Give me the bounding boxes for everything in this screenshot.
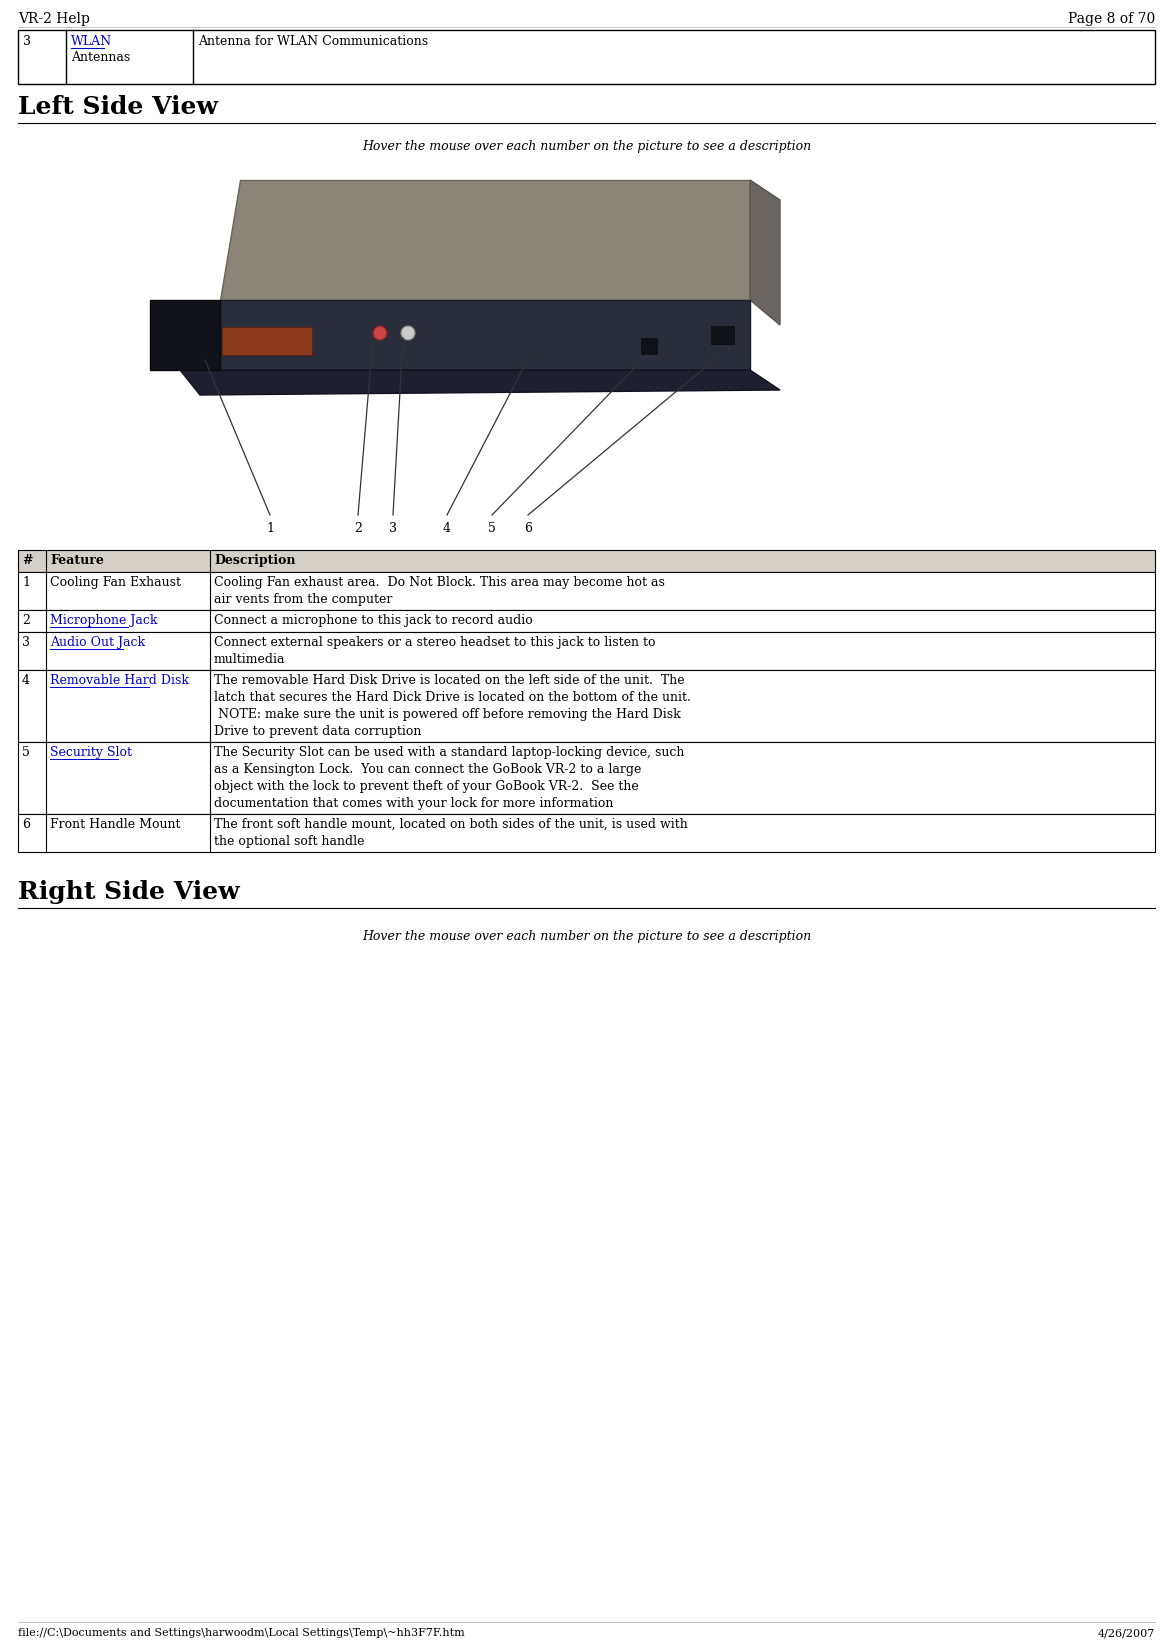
Bar [18,549,1155,572]
Text: The front soft handle mount, located on both sides of the unit, is used with
the: The front soft handle mount, located on … [214,818,687,849]
Polygon shape [180,370,780,395]
Text: Hover the mouse over each number on the picture to see a description: Hover the mouse over each number on the … [362,140,812,153]
Text: 2: 2 [354,521,362,535]
Bar [222,327,311,355]
Text: Antennas: Antennas [71,51,130,64]
Bar [710,326,735,345]
Text: 5: 5 [488,521,497,535]
Text: 3: 3 [23,35,30,48]
Circle shape [374,326,386,341]
Text: Security Slot: Security Slot [50,745,132,758]
Text: 5: 5 [22,745,30,758]
Bar [18,572,1155,610]
Text: VR-2 Help: VR-2 Help [18,12,90,26]
Text: 1: 1 [266,521,274,535]
Circle shape [400,326,415,341]
Text: Audio Out Jack: Audio Out Jack [50,637,145,650]
Text: 2: 2 [22,614,30,627]
Text: Removable Hard Disk: Removable Hard Disk [50,674,189,688]
Text: Connect a microphone to this jack to record audio: Connect a microphone to this jack to rec… [214,614,533,627]
Polygon shape [220,179,749,299]
Text: Hover the mouse over each number on the picture to see a description: Hover the mouse over each number on the … [362,929,812,943]
Text: Page 8 of 70: Page 8 of 70 [1068,12,1155,26]
Polygon shape [150,299,220,370]
Bar [18,30,1155,84]
Text: 1: 1 [22,576,30,589]
Text: Left Side View: Left Side View [18,95,218,118]
Text: 3: 3 [389,521,397,535]
Text: Cooling Fan Exhaust: Cooling Fan Exhaust [50,576,182,589]
Text: 4/26/2007: 4/26/2007 [1097,1629,1155,1638]
Text: Cooling Fan exhaust area.  Do Not Block. This area may become hot as
air vents f: Cooling Fan exhaust area. Do Not Block. … [214,576,665,605]
Bar [18,814,1155,852]
Text: Antenna for WLAN Communications: Antenna for WLAN Communications [198,35,429,48]
Text: 4: 4 [443,521,451,535]
Text: The Security Slot can be used with a standard laptop-locking device, such
as a K: The Security Slot can be used with a sta… [214,745,684,809]
Text: WLAN: WLAN [71,35,112,48]
Text: Description: Description [214,554,295,568]
Text: 6: 6 [523,521,532,535]
Text: Front Handle Mount: Front Handle Mount [50,818,180,831]
Bar [18,632,1155,670]
Text: Microphone Jack: Microphone Jack [50,614,158,627]
Polygon shape [749,179,780,326]
Bar [18,742,1155,814]
Bar [18,610,1155,632]
Text: 4: 4 [22,674,30,688]
Text: file://C:\Documents and Settings\harwoodm\Local Settings\Temp\~hh3F7F.htm: file://C:\Documents and Settings\harwood… [18,1629,465,1638]
Text: Feature: Feature [50,554,104,568]
Bar [641,337,658,355]
Text: #: # [22,554,33,568]
Bar [18,670,1155,742]
Text: Connect external speakers or a stereo headset to this jack to listen to
multimed: Connect external speakers or a stereo he… [214,637,656,666]
Text: 3: 3 [22,637,30,650]
Polygon shape [220,299,749,370]
Text: 6: 6 [22,818,30,831]
Text: Right Side View: Right Side View [18,880,240,905]
Text: The removable Hard Disk Drive is located on the left side of the unit.  The
latc: The removable Hard Disk Drive is located… [214,674,691,739]
